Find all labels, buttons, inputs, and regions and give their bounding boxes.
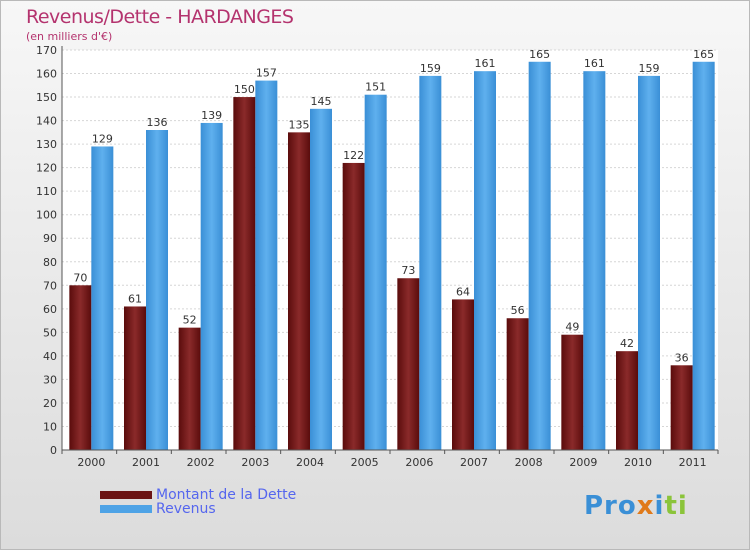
- y-tick-label: 120: [36, 162, 57, 175]
- x-tick-label: 2008: [515, 456, 543, 469]
- bar-debt-value-label: 122: [343, 149, 364, 162]
- bar-revenue-value-label: 165: [529, 48, 550, 61]
- bar-debt: [178, 327, 201, 450]
- bar-revenue-value-label: 129: [92, 132, 113, 145]
- bar-revenue-value-label: 136: [147, 116, 168, 129]
- x-tick-label: 2011: [679, 456, 707, 469]
- bar-debt: [397, 278, 420, 450]
- legend-swatch-debt: [100, 491, 152, 499]
- bar-revenue-value-label: 157: [256, 67, 277, 80]
- x-tick-label: 2010: [624, 456, 652, 469]
- bar-debt: [233, 97, 256, 450]
- y-tick-label: 20: [43, 397, 57, 410]
- bar-revenue: [146, 130, 168, 450]
- bar-debt: [69, 285, 92, 450]
- bar-revenue-value-label: 161: [475, 57, 496, 70]
- bar-revenue: [528, 61, 551, 450]
- x-tick-label: 2003: [241, 456, 269, 469]
- bar-revenue: [91, 146, 114, 450]
- bar-debt-value-label: 42: [620, 337, 634, 350]
- y-tick-label: 110: [36, 185, 57, 198]
- bar-debt: [616, 351, 638, 450]
- y-tick-label: 0: [50, 444, 57, 457]
- bar-debt-value-label: 150: [234, 83, 255, 96]
- bar-revenue-value-label: 159: [639, 62, 660, 75]
- bar-revenue-value-label: 159: [420, 62, 441, 75]
- bar-revenue-value-label: 165: [693, 48, 714, 61]
- bar-revenue: [638, 75, 660, 450]
- bar-debt-value-label: 64: [456, 285, 470, 298]
- bar-revenue: [255, 80, 278, 451]
- bar-debt: [561, 334, 584, 450]
- bar-revenue: [474, 71, 496, 451]
- bar-debt-value-label: 49: [565, 321, 579, 334]
- bar-revenue: [692, 61, 715, 450]
- bar-revenue-value-label: 161: [584, 57, 605, 70]
- y-tick-label: 10: [43, 420, 57, 433]
- bar-revenue: [583, 71, 606, 451]
- legend-item-debt: Montant de la Dette: [100, 487, 296, 503]
- bar-debt-value-label: 73: [401, 264, 415, 277]
- legend-swatch-revenue: [100, 505, 152, 513]
- x-tick-label: 2009: [569, 456, 597, 469]
- y-tick-label: 60: [43, 303, 57, 316]
- bar-revenue: [364, 94, 387, 451]
- y-tick-label: 30: [43, 373, 57, 386]
- bar-debt-value-label: 70: [73, 271, 87, 284]
- y-tick-label: 90: [43, 232, 57, 245]
- bar-debt-value-label: 56: [511, 304, 525, 317]
- y-tick-label: 160: [36, 68, 57, 81]
- bar-debt: [670, 365, 693, 450]
- bar-debt: [506, 318, 529, 450]
- y-tick-label: 50: [43, 326, 57, 339]
- bar-debt: [342, 162, 365, 451]
- bar-debt: [288, 132, 310, 450]
- proxiti-logo: Proxiti: [584, 491, 688, 521]
- y-tick-label: 140: [36, 115, 57, 128]
- bar-revenue: [419, 75, 442, 450]
- y-tick-label: 80: [43, 256, 57, 269]
- y-tick-label: 170: [36, 44, 57, 57]
- y-tick-label: 100: [36, 209, 57, 222]
- chart-subtitle: (en milliers d'€): [26, 30, 113, 43]
- bar-revenue-value-label: 145: [311, 95, 332, 108]
- legend-label-debt: Montant de la Dette: [156, 487, 297, 503]
- y-tick-label: 150: [36, 91, 57, 104]
- legend-label-revenue: Revenus: [156, 501, 216, 517]
- x-tick-label: 2002: [187, 456, 215, 469]
- x-tick-label: 2006: [405, 456, 433, 469]
- x-tick-label: 2004: [296, 456, 324, 469]
- bar-debt-value-label: 36: [675, 351, 689, 364]
- bar-debt: [124, 306, 146, 450]
- y-tick-label: 40: [43, 350, 57, 363]
- y-tick-label: 130: [36, 138, 57, 151]
- x-tick-label: 2001: [132, 456, 160, 469]
- bar-revenue-value-label: 139: [201, 109, 222, 122]
- x-tick-label: 2000: [77, 456, 105, 469]
- x-tick-label: 2005: [351, 456, 379, 469]
- x-tick-label: 2007: [460, 456, 488, 469]
- bar-debt-value-label: 61: [128, 292, 142, 305]
- bar-debt-value-label: 135: [289, 118, 310, 131]
- bar-debt: [452, 299, 474, 450]
- bar-revenue-value-label: 151: [365, 81, 386, 94]
- plot-area: [62, 50, 718, 450]
- bar-revenue: [200, 122, 223, 451]
- legend-item-revenue: Revenus: [100, 501, 216, 517]
- y-tick-label: 70: [43, 279, 57, 292]
- bar-debt-value-label: 52: [183, 314, 197, 327]
- chart-title: Revenus/Dette - HARDANGES: [26, 6, 294, 28]
- bar-revenue: [310, 108, 332, 450]
